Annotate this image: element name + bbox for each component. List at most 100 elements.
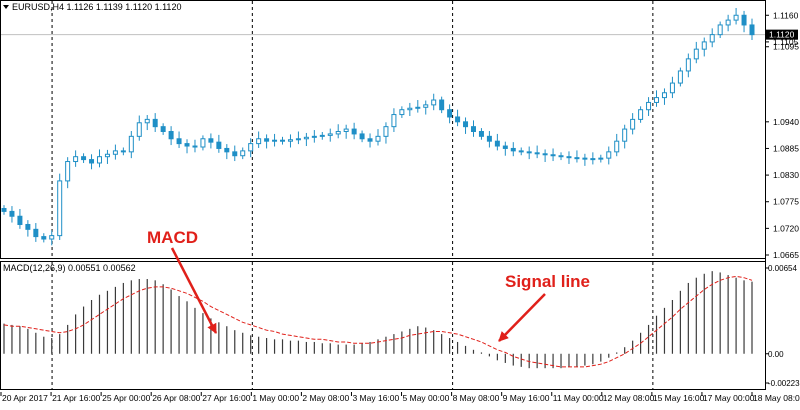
candle-body [439,99,445,111]
candle-body [638,109,644,120]
candle-body [295,138,301,141]
candle-body [208,138,214,143]
price-tick-label: 1.0940 [773,117,799,127]
candle-body [646,101,652,111]
time-tick-label: 21 Apr 16:00 [52,393,100,403]
candle-body [264,138,270,142]
macd-panel [3,271,753,369]
macd-arrow [170,247,218,334]
time-tick-label: 18 May 08:00 [753,393,800,403]
candle-body [327,133,333,136]
candle-body [287,139,293,142]
candle-body [367,138,373,142]
signal-arrow [498,293,546,342]
candle-body [224,147,230,153]
candle-body [431,99,437,106]
symbol-header: EURUSD,H4 1.1126 1.1139 1.1120 1.1120 [3,2,181,12]
candle-body [144,118,150,124]
candle-body [303,136,309,140]
time-tick-label: 1 May 00:00 [252,393,299,403]
price-tick-label: 1.0775 [773,197,799,207]
candle-body [550,154,556,157]
candle-body [256,138,262,145]
candle-body [120,150,126,153]
candle-body [280,139,286,142]
time-tick-label: 27 Apr 16:00 [202,393,250,403]
time-tick-label: 3 May 16:00 [352,393,399,403]
candle-body [160,126,166,132]
candle-body [502,145,508,149]
candle-body [661,92,667,99]
time-tick-label: 11 May 00:00 [553,393,604,403]
time-tick-label: 17 May 00:00 [703,393,755,403]
candle-body [733,14,739,21]
candle-body [57,180,63,237]
candle-body [725,19,731,26]
candle-body [375,135,381,142]
candle-body [383,126,389,137]
macd-tick-label: 0.00654 [768,264,797,273]
candle-body [81,156,87,161]
time-tick-label: 20 Apr 2017 [2,393,48,403]
candle-body [407,107,413,111]
candle-body [574,157,580,160]
candle-body [677,70,683,84]
candle-body [399,109,405,116]
candle-body [447,109,453,118]
macd-tick-label: -0.00223 [768,379,800,388]
price-tick-label: 1.0885 [773,143,799,153]
symbol-info: EURUSD,H4 1.1126 1.1139 1.1120 1.1120 [12,2,181,12]
candle-body [518,150,524,153]
candle-body [184,143,190,147]
candle-body [391,114,397,128]
price-tick-label: 1.1160 [773,10,799,20]
price-tick-label: 1.0665 [773,250,799,260]
candle-body [335,131,341,135]
candle-body [470,126,476,132]
candle-body [741,14,747,26]
price-panel-frame [0,0,766,259]
candle-body [112,150,118,155]
candle-body [216,141,222,149]
candle-body [152,118,158,128]
time-tick-label: 2 May 08:00 [302,393,349,403]
candle-body [614,140,620,153]
candle-body [566,156,572,159]
price-tick-label: 1.0830 [773,170,799,180]
candle-body [128,135,134,153]
macd-annotation: MACD [147,228,198,247]
signal-line [3,275,753,368]
candle-body [232,151,238,157]
dropdown-triangle-icon[interactable] [3,5,9,9]
signal-annotation: Signal line [505,272,590,291]
axis-layer: 20 Apr 2017 21 Apr 16:00 25 Apr 00:00 26 Ap… [0,10,800,403]
candle-body [200,138,206,148]
candle-body [168,131,174,140]
grid-layer [1,1,765,389]
time-tick-label: 5 May 00:00 [403,393,450,403]
candle-body [590,158,596,161]
candle-body [654,97,660,103]
candle-body [415,106,421,109]
candle-body [701,41,707,50]
candle-body [311,135,317,138]
candle-body [630,118,636,130]
candle-body [486,135,492,142]
candle-body [240,150,246,157]
candle-body [494,140,500,147]
candle-body [463,121,469,128]
candle-body [749,24,755,36]
candle-body [176,138,182,145]
candle-body [669,82,675,94]
candle-body [1,208,7,212]
candle-body [423,104,429,108]
macd-info: MACD(12,26,9) 0.00551 0.00562 [3,263,136,273]
candle-body [582,157,588,160]
candle-body [598,157,604,160]
time-tick-label: 26 Apr 08:00 [152,393,200,403]
candle-body [272,139,278,142]
candle-body [248,143,254,152]
candle-body [717,24,723,36]
candle-body [542,153,548,156]
